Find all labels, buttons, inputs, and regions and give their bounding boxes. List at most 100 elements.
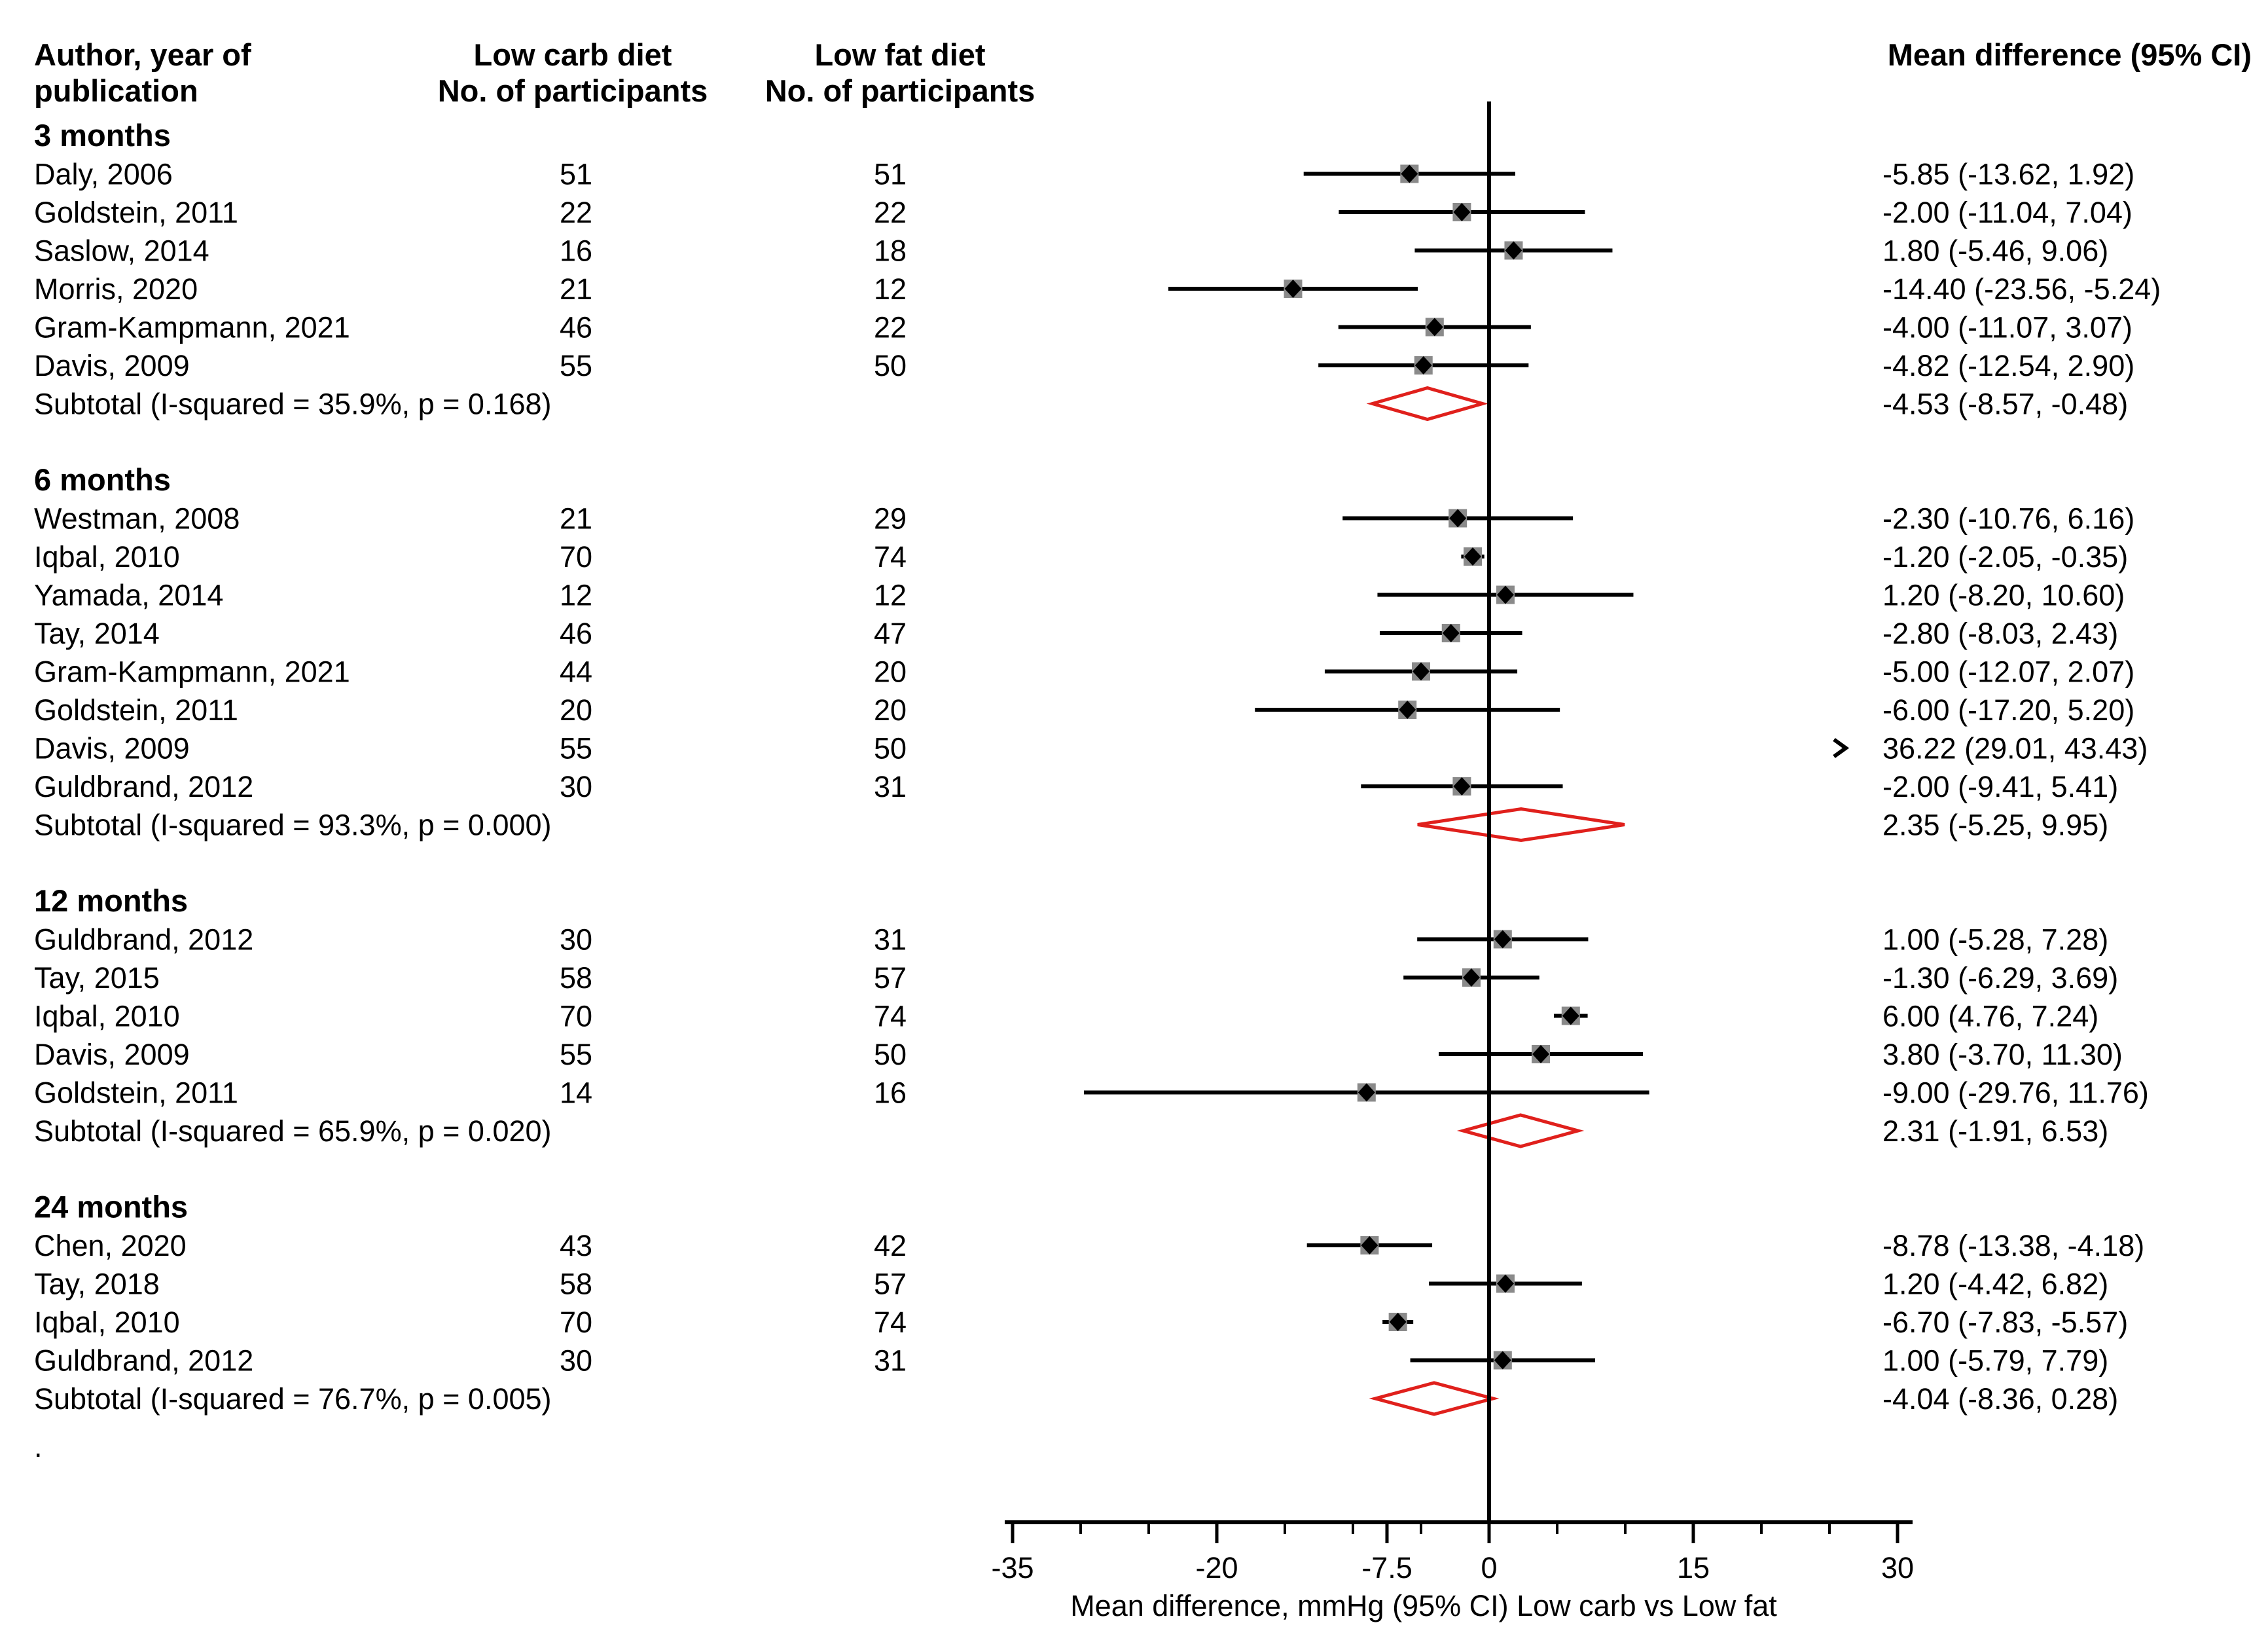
point-estimate xyxy=(1401,164,1418,183)
study-author: Iqbal, 2010 xyxy=(34,540,180,574)
point-estimate xyxy=(1284,280,1302,298)
mean-difference-text: 36.22 (29.01, 43.43) xyxy=(1882,732,2148,765)
mean-difference-text: 1.20 (-4.42, 6.82) xyxy=(1882,1268,2108,1301)
x-tick-label: -20 xyxy=(1195,1551,1238,1584)
x-tick-label: 15 xyxy=(1677,1551,1710,1584)
x-tick-label: 0 xyxy=(1481,1551,1497,1584)
subtotal-label: Subtotal (I-squared = 65.9%, p = 0.020) xyxy=(34,1114,552,1148)
study-author: Davis, 2009 xyxy=(34,349,190,382)
mean-difference-text: 1.20 (-8.20, 10.60) xyxy=(1882,579,2125,612)
n-lowfat: 22 xyxy=(874,311,907,344)
x-tick-label: -35 xyxy=(991,1551,1034,1584)
mean-difference-text: 6.00 (4.76, 7.24) xyxy=(1882,1000,2098,1033)
point-estimate xyxy=(1361,1236,1378,1254)
study-author: Gram-Kampmann, 2021 xyxy=(34,311,350,344)
mean-difference-text: -4.00 (-11.07, 3.07) xyxy=(1882,311,2133,344)
study-author: Guldbrand, 2012 xyxy=(34,1344,253,1378)
mean-difference-text: -1.30 (-6.29, 3.69) xyxy=(1882,961,2118,995)
section-heading: 12 months xyxy=(34,883,188,918)
n-lowcarb: 22 xyxy=(560,196,592,229)
n-lowcarb: 58 xyxy=(560,961,592,995)
n-lowcarb: 70 xyxy=(560,1000,592,1033)
subtotal-mean-difference-text: 2.35 (-5.25, 9.95) xyxy=(1882,809,2108,842)
n-lowcarb: 51 xyxy=(560,158,592,191)
point-estimate xyxy=(1399,701,1416,719)
study-author: Saslow, 2014 xyxy=(34,234,209,268)
n-lowcarb: 43 xyxy=(560,1229,592,1262)
study-author: Guldbrand, 2012 xyxy=(34,923,253,957)
study-author: Davis, 2009 xyxy=(34,732,190,765)
mean-difference-text: -4.82 (-12.54, 2.90) xyxy=(1882,349,2134,382)
header-lowcarb-line2: No. of participants xyxy=(438,73,708,108)
point-estimate xyxy=(1442,624,1460,642)
n-lowfat: 29 xyxy=(874,502,907,536)
mean-difference-text: 3.80 (-3.70, 11.30) xyxy=(1882,1038,2123,1071)
point-estimate xyxy=(1494,930,1511,949)
n-lowcarb: 14 xyxy=(560,1076,592,1110)
n-lowfat: 18 xyxy=(874,234,907,268)
n-lowcarb: 30 xyxy=(560,1344,592,1378)
off-scale-arrow xyxy=(1833,738,1850,758)
study-author: Guldbrand, 2012 xyxy=(34,770,253,803)
point-estimate xyxy=(1496,585,1514,604)
n-lowfat: 22 xyxy=(874,196,907,229)
point-estimate xyxy=(1426,318,1443,337)
n-lowfat: 31 xyxy=(874,770,907,803)
subtotal-diamond xyxy=(1456,1113,1585,1148)
point-estimate xyxy=(1449,509,1467,528)
header-lowfat-line2: No. of participants xyxy=(765,73,1035,108)
n-lowfat: 74 xyxy=(874,540,907,574)
study-author: Iqbal, 2010 xyxy=(34,1000,180,1033)
subtotal-label: Subtotal (I-squared = 76.7%, p = 0.005) xyxy=(34,1382,552,1416)
mean-difference-text: -9.00 (-29.76, 11.76) xyxy=(1882,1076,2149,1110)
mean-difference-text: -5.85 (-13.62, 1.92) xyxy=(1882,158,2134,191)
study-author: Goldstein, 2011 xyxy=(34,1076,238,1110)
study-author: Daly, 2006 xyxy=(34,158,173,191)
n-lowfat: 16 xyxy=(874,1076,907,1110)
n-lowcarb: 46 xyxy=(560,311,592,344)
subtotal-mean-difference-text: -4.04 (-8.36, 0.28) xyxy=(1882,1382,2118,1416)
mean-difference-text: -6.00 (-17.20, 5.20) xyxy=(1882,693,2134,727)
point-estimate xyxy=(1389,1313,1407,1331)
x-axis: -35 -20 -7.5 0 15 30 xyxy=(991,101,1914,1584)
n-lowfat: 31 xyxy=(874,923,907,957)
point-estimate xyxy=(1413,662,1430,681)
section-heading: 3 months xyxy=(34,118,171,153)
point-estimate xyxy=(1453,777,1471,796)
n-lowfat: 50 xyxy=(874,349,907,382)
x-axis-label: Mean difference, mmHg (95% CI) Low carb … xyxy=(1070,1589,1777,1622)
n-lowcarb: 70 xyxy=(560,1306,592,1339)
n-lowcarb: 21 xyxy=(560,502,592,536)
n-lowfat: 12 xyxy=(874,579,907,612)
n-lowcarb: 30 xyxy=(560,923,592,957)
forest-rows: 3 months Daly, 2006 51 51 -5.85 (-13.62, 1.9… xyxy=(34,118,2161,1416)
study-author: Tay, 2014 xyxy=(34,617,160,650)
n-lowcarb: 58 xyxy=(560,1268,592,1301)
subtotal-label: Subtotal (I-squared = 93.3%, p = 0.000) xyxy=(34,809,552,842)
n-lowfat: 74 xyxy=(874,1000,907,1033)
mean-difference-text: -2.00 (-9.41, 5.41) xyxy=(1882,770,2118,803)
n-lowcarb: 46 xyxy=(560,617,592,650)
header-author-line2: publication xyxy=(34,73,198,108)
n-lowfat: 20 xyxy=(874,693,907,727)
x-tick-label: -7.5 xyxy=(1361,1551,1413,1584)
n-lowfat: 51 xyxy=(874,158,907,191)
study-author: Goldstein, 2011 xyxy=(34,693,238,727)
subtotal-mean-difference-text: 2.31 (-1.91, 6.53) xyxy=(1882,1114,2108,1148)
n-lowfat: 50 xyxy=(874,1038,907,1071)
subtotal-label: Subtotal (I-squared = 35.9%, p = 0.168) xyxy=(34,388,552,421)
footnote-dot: . xyxy=(34,1430,43,1463)
study-author: Davis, 2009 xyxy=(34,1038,190,1071)
point-estimate xyxy=(1414,356,1432,375)
study-author: Goldstein, 2011 xyxy=(34,196,238,229)
n-lowfat: 31 xyxy=(874,1344,907,1378)
study-author: Iqbal, 2010 xyxy=(34,1306,180,1339)
n-lowcarb: 70 xyxy=(560,540,592,574)
mean-difference-text: 1.00 (-5.28, 7.28) xyxy=(1882,923,2108,957)
mean-difference-text: -2.00 (-11.04, 7.04) xyxy=(1882,196,2133,229)
n-lowcarb: 21 xyxy=(560,272,592,306)
subtotal-mean-difference-text: -4.53 (-8.57, -0.48) xyxy=(1882,388,2128,421)
study-author: Gram-Kampmann, 2021 xyxy=(34,655,350,689)
study-author: Tay, 2015 xyxy=(34,961,160,995)
